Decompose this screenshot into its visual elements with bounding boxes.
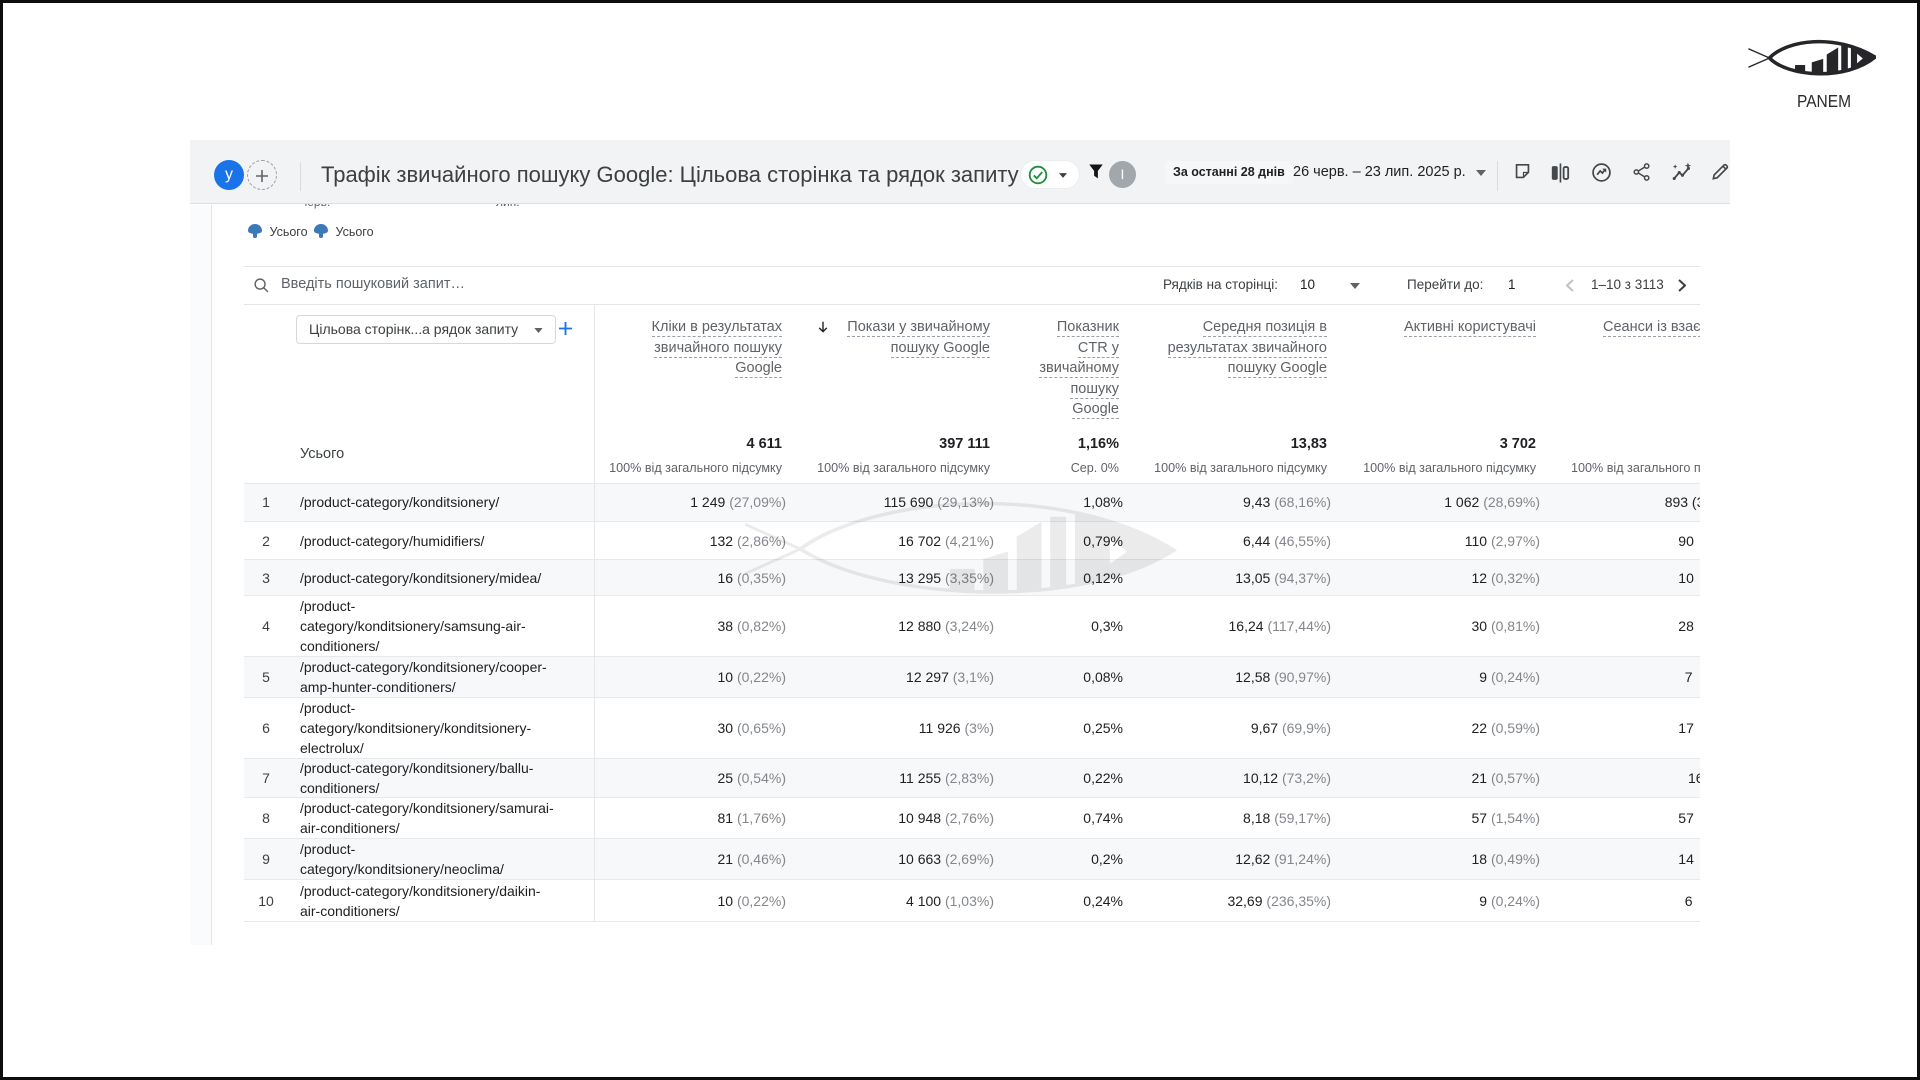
svg-text:PANEM: PANEM [1797,92,1851,111]
